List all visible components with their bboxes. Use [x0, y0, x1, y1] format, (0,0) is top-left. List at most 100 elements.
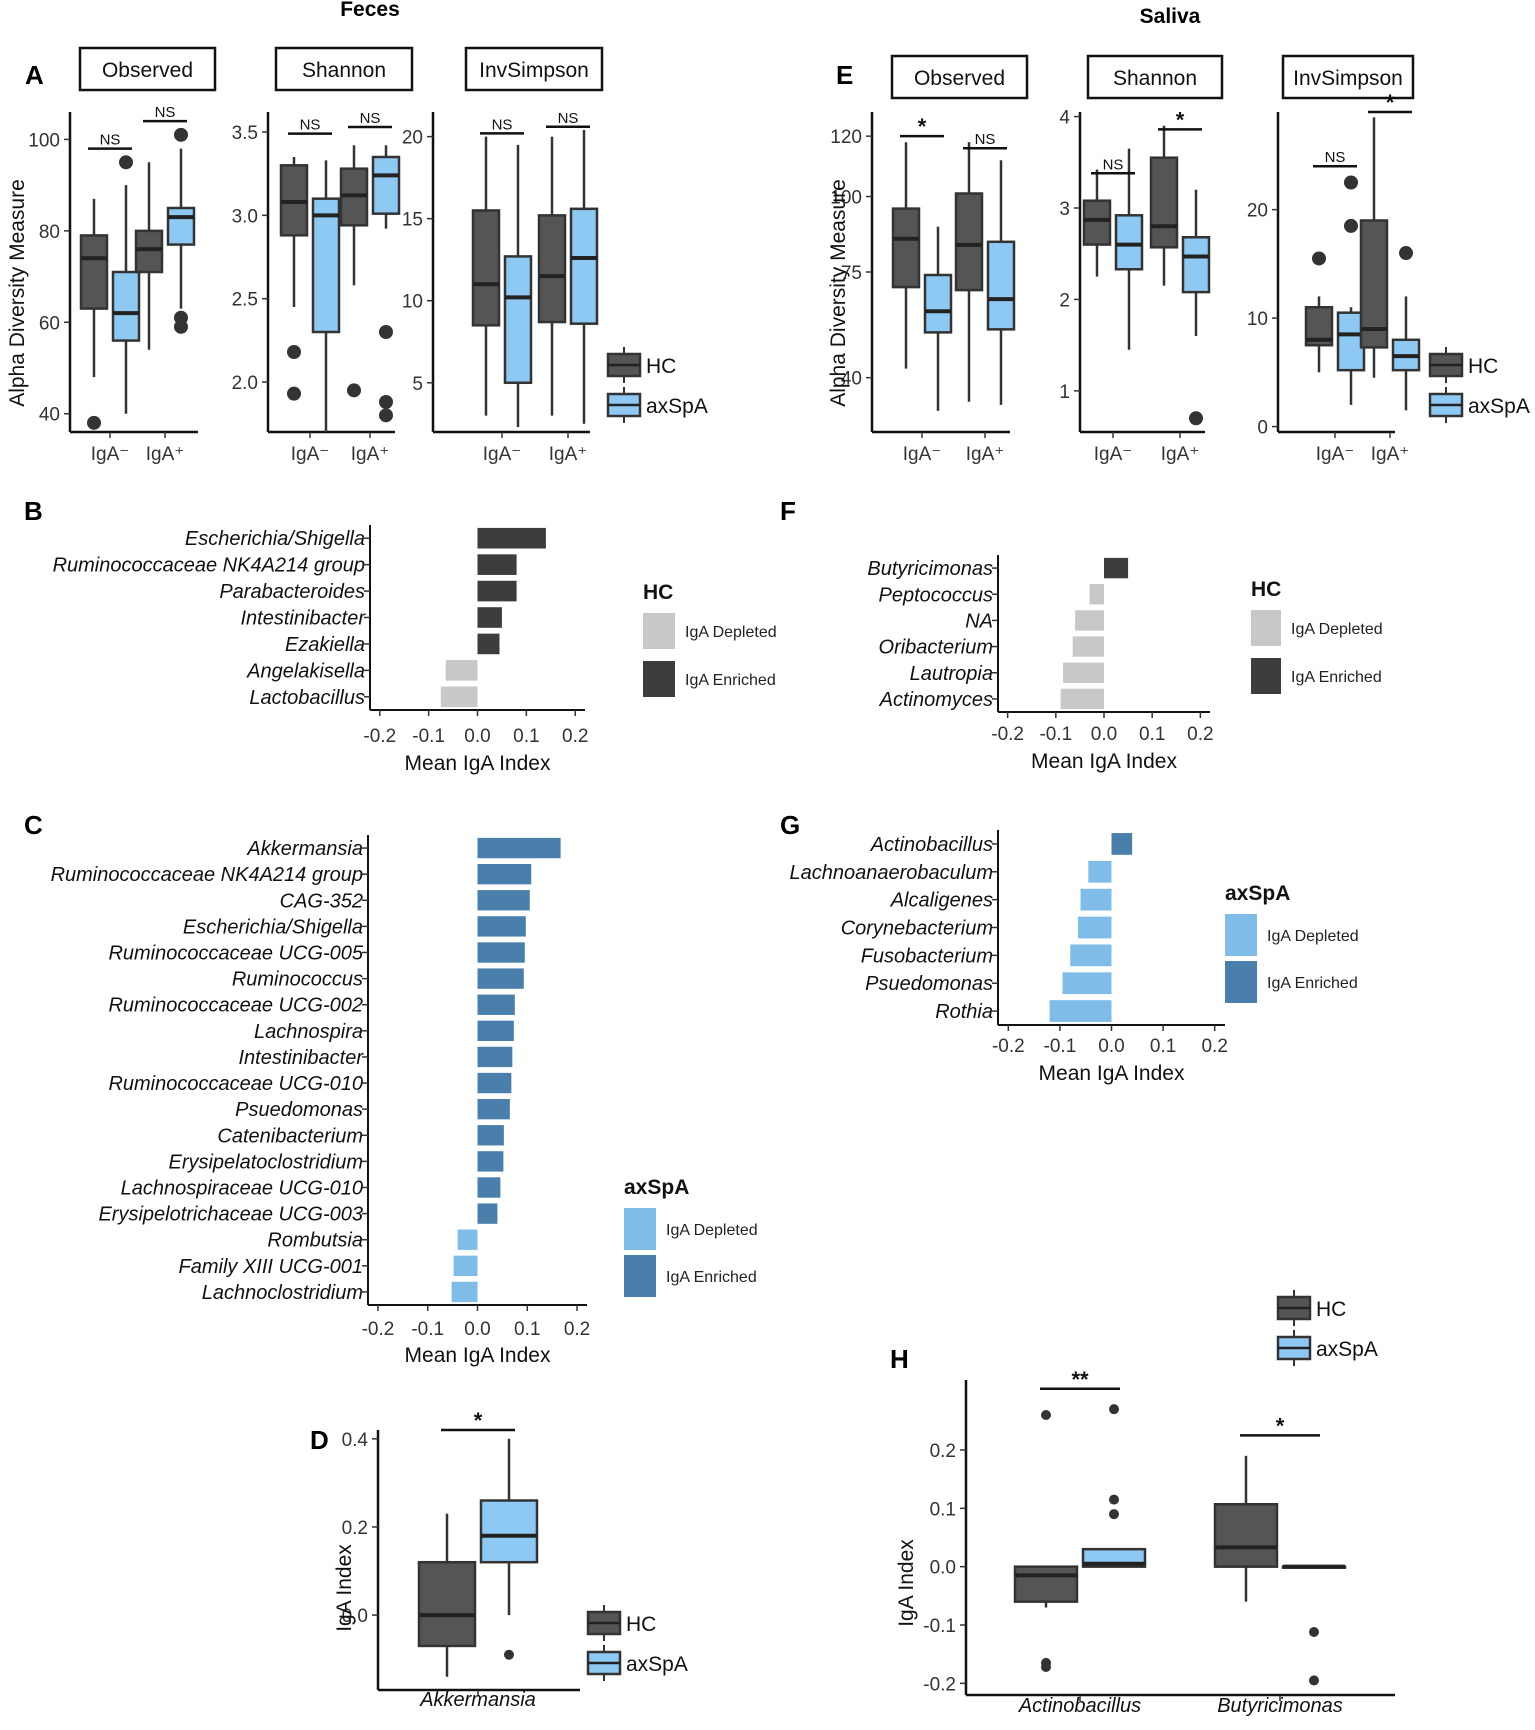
x-tick-label: IgA⁻	[903, 444, 942, 465]
box-iqr	[1114, 214, 1144, 271]
y-tick-label: 0.2	[930, 1441, 956, 1462]
significance-label: *	[474, 1408, 483, 1433]
bar-category-label: Ruminococcus	[232, 969, 363, 991]
significance-label: NS	[300, 117, 321, 134]
y-tick-label: 40	[841, 369, 862, 390]
bar-category-label: Parabacteroides	[219, 581, 365, 603]
y-axis-title: Alpha Diversity Measure	[827, 179, 850, 407]
significance-label: **	[1071, 1367, 1089, 1392]
panel-label-f: F	[780, 496, 796, 526]
bar-category-label: Ezakiella	[285, 634, 365, 656]
legend-hc-label: HC	[1316, 1298, 1346, 1321]
box-outlier	[1109, 1494, 1119, 1505]
bar	[445, 660, 478, 681]
box-iqr	[134, 229, 164, 274]
y-tick-label: 60	[39, 313, 60, 334]
bar-category-label: Lautropia	[910, 663, 993, 685]
significance-label: NS	[1103, 156, 1124, 173]
bar-category-label: Fusobacterium	[861, 945, 993, 967]
box-outlier	[174, 127, 188, 142]
y-tick-label: 40	[39, 405, 60, 426]
box-iqr	[79, 234, 109, 310]
box-outlier	[1309, 1627, 1319, 1637]
bar	[477, 1072, 512, 1094]
y-tick-label: 0.4	[342, 1430, 369, 1451]
legend-depleted-label: IgA Depleted	[666, 1222, 758, 1239]
facet-strip-label: Shannon	[1113, 67, 1197, 90]
legend-enriched-key	[1225, 961, 1257, 1003]
box-iqr	[417, 1560, 477, 1648]
x-tick-label: IgA⁺	[1161, 444, 1200, 465]
y-tick-label: 10	[402, 292, 423, 313]
box-iqr	[1181, 236, 1211, 294]
x-tick-label: Actinobacillus	[1018, 1695, 1141, 1717]
bar	[1080, 888, 1112, 911]
bar	[477, 633, 500, 655]
panel-label-c: C	[24, 810, 43, 840]
x-axis-title: Mean IgA Index	[405, 752, 551, 775]
box-iqr	[1336, 311, 1366, 372]
bar-category-label: Lachnoclostridium	[202, 1282, 363, 1304]
box-outlier	[174, 319, 188, 334]
box-outlier	[379, 325, 393, 339]
bar	[477, 837, 561, 859]
bar-category-label: Butyricimonas	[867, 558, 993, 580]
x-tick-label: -0.2	[992, 1036, 1025, 1057]
bar	[477, 1046, 513, 1068]
chart-marks	[64, 46, 1464, 1701]
box-outlier	[1344, 175, 1358, 190]
x-tick-label: IgA⁻	[91, 444, 130, 465]
bar	[1062, 972, 1112, 995]
bar	[457, 1229, 478, 1250]
bar	[477, 942, 525, 963]
panel-label-a: A	[25, 60, 44, 90]
bar	[477, 863, 532, 885]
y-axis-title: IgA Index	[895, 1539, 918, 1627]
legend-enriched-label: IgA Enriched	[1291, 669, 1382, 686]
legend-enriched-key	[643, 661, 675, 697]
bar-category-label: Lactobacillus	[249, 687, 365, 709]
bar-category-label: Corynebacterium	[841, 918, 993, 940]
box-outlier	[379, 408, 393, 423]
y-tick-label: 4	[1059, 108, 1070, 129]
bar-category-label: Psuedomonas	[865, 973, 993, 995]
bar	[453, 1255, 478, 1277]
x-tick-label: -0.2	[363, 726, 396, 747]
significance-label: NS	[492, 116, 513, 133]
bar-category-label: Ruminococcaceae UCG-002	[108, 995, 363, 1017]
box-iqr	[471, 209, 501, 327]
x-tick-label: 0.2	[1201, 1036, 1227, 1057]
legend-depleted-label: IgA Depleted	[1291, 621, 1383, 638]
feces-header: Feces	[340, 0, 400, 21]
panel-label-g: G	[780, 810, 800, 840]
y-tick-label: 3.5	[232, 123, 258, 144]
panel-label-b: B	[24, 496, 43, 526]
significance-label: NS	[558, 110, 579, 127]
y-tick-label: 20	[1247, 201, 1268, 222]
bar-category-label: Erysipelotrichaceae UCG-003	[98, 1204, 363, 1226]
box-iqr	[537, 214, 567, 324]
facet-strip	[1086, 54, 1224, 100]
y-axis-title: IgA Index	[333, 1544, 356, 1632]
bar-category-label: Angelakisella	[246, 660, 365, 682]
y-tick-label: 0.2	[342, 1518, 368, 1539]
bar	[477, 1151, 504, 1172]
bar-legend-title: axSpA	[1225, 882, 1290, 905]
box-outlier	[504, 1649, 514, 1660]
significance-label: *	[1386, 90, 1395, 115]
bar-category-label: Ruminococcaceae UCG-010	[108, 1073, 363, 1095]
bar-category-label: NA	[965, 610, 993, 632]
box-outlier	[287, 386, 301, 401]
bar-category-label: Actinomyces	[879, 689, 993, 711]
bar-category-label: Alcaligenes	[890, 890, 993, 912]
bar	[1063, 662, 1104, 683]
bar-category-label: Oribacterium	[879, 637, 993, 659]
x-tick-label: IgA⁺	[146, 444, 185, 465]
box-iqr	[1213, 1503, 1279, 1568]
x-tick-label: 0.2	[1187, 724, 1213, 745]
bar	[477, 1020, 514, 1042]
y-tick-label: 100	[830, 188, 862, 209]
panel-label-e: E	[836, 60, 853, 90]
